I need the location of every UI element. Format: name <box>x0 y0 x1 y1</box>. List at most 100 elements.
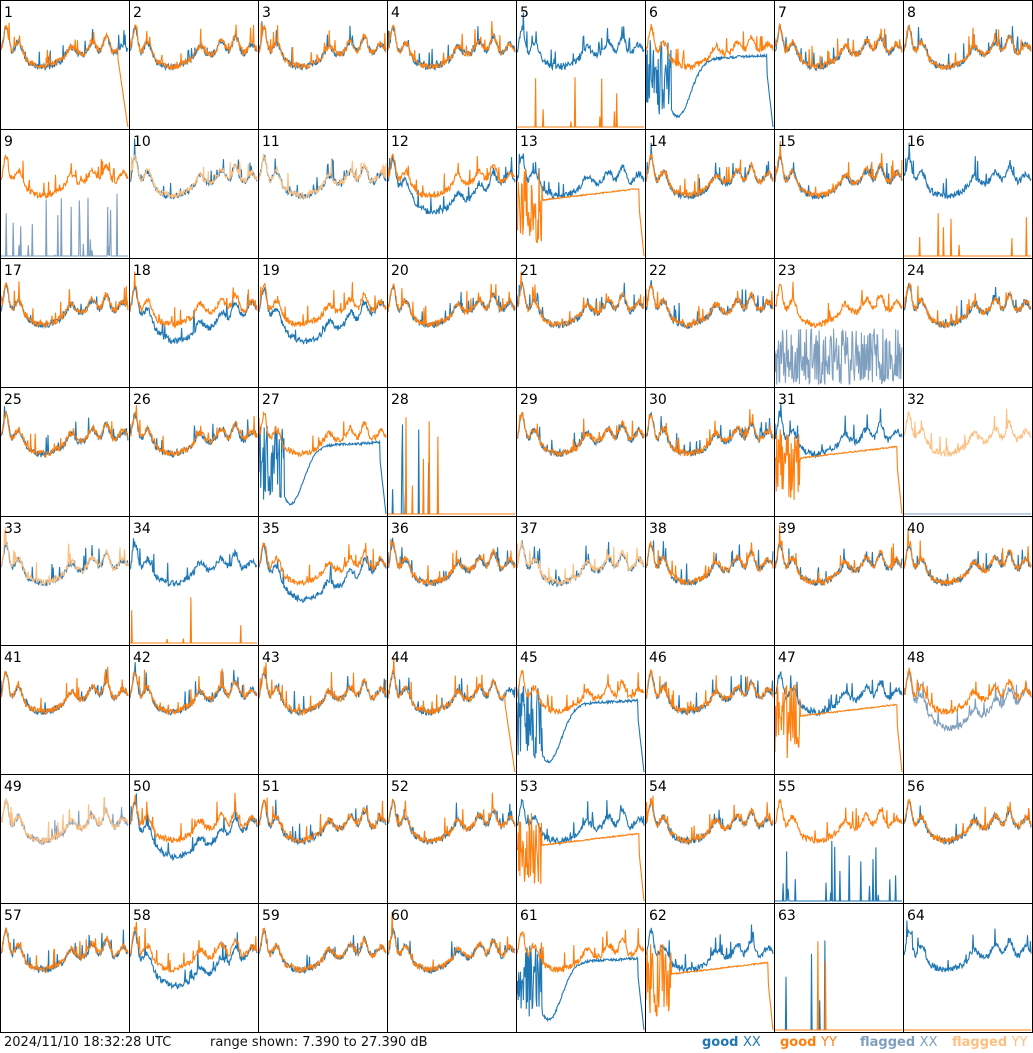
panel-41: 41 <box>0 645 130 775</box>
series-yy-6 <box>645 23 774 72</box>
panel-24: 24 <box>903 258 1033 388</box>
panel-45: 45 <box>516 645 646 775</box>
legend-item: good YY <box>780 1035 837 1050</box>
panel-label: 20 <box>391 263 409 279</box>
panel-51: 51 <box>258 774 388 904</box>
series-yy-34 <box>130 597 257 644</box>
series-yy-22 <box>645 285 774 330</box>
series-yy-52 <box>387 792 516 845</box>
panel-23: 23 <box>774 258 904 388</box>
series-yy-31 <box>774 429 903 515</box>
series-xx-17 <box>0 284 129 329</box>
panel-label: 14 <box>649 134 667 150</box>
series-yy-37 <box>516 540 645 587</box>
panel-label: 64 <box>907 908 925 924</box>
series-xx-39 <box>774 541 903 587</box>
series-yy-54 <box>645 795 774 845</box>
panel-label: 61 <box>520 908 538 924</box>
series-xx-57 <box>0 927 129 974</box>
series-yy-11 <box>258 153 387 200</box>
series-yy-42 <box>129 668 258 716</box>
series-yy-41 <box>0 666 129 716</box>
panel-61: 61 <box>516 903 646 1033</box>
panel-47: 47 <box>774 645 904 775</box>
panel-17: 17 <box>0 258 130 388</box>
panel-55: 55 <box>774 774 904 904</box>
panel-53: 53 <box>516 774 646 904</box>
series-yy-58 <box>129 921 257 974</box>
series-yy-32 <box>903 408 1032 458</box>
series-xx-63 <box>775 940 902 1031</box>
series-xx-7 <box>774 25 903 72</box>
series-yy-14 <box>645 153 774 198</box>
series-xx-13 <box>516 153 645 199</box>
series-yy-18 <box>129 271 258 329</box>
panel-label: 32 <box>907 392 925 408</box>
series-yy-9 <box>0 153 129 200</box>
series-xx-27 <box>258 425 387 515</box>
series-xx-36 <box>387 537 516 588</box>
series-yy-39 <box>774 525 903 587</box>
series-xx-40 <box>903 545 1032 587</box>
series-yy-13 <box>516 168 645 257</box>
panel-37: 37 <box>516 516 646 646</box>
series-xx-34 <box>129 538 258 588</box>
series-yy-3 <box>258 22 387 70</box>
panel-label: 35 <box>262 521 280 537</box>
series-xx-46 <box>645 670 774 716</box>
legend-pol: YY <box>821 1035 837 1050</box>
panel-3: 3 <box>258 0 388 130</box>
panel-34: 34 <box>129 516 259 646</box>
panel-label: 29 <box>520 392 538 408</box>
legend-item: flagged XX <box>860 1035 938 1050</box>
series-yy-2 <box>129 24 258 70</box>
series-xx-2 <box>129 24 258 72</box>
panel-frame <box>258 0 388 130</box>
panel-label: 43 <box>262 650 280 666</box>
panel-4: 4 <box>387 0 517 130</box>
series-xx-44 <box>387 670 516 716</box>
panel-43: 43 <box>258 645 388 775</box>
series-xx-9 <box>1 193 128 257</box>
legend-item: good XX <box>702 1035 761 1050</box>
panel-label: 26 <box>133 392 151 408</box>
panel-frame <box>774 0 904 130</box>
timestamp: 2024/11/10 18:32:28 UTC <box>4 1035 172 1050</box>
panel-label: 22 <box>649 263 667 279</box>
panel-2: 2 <box>129 0 259 130</box>
series-xx-19 <box>258 287 387 345</box>
legend-item: flagged YY <box>952 1035 1028 1050</box>
panel-12: 12 <box>387 129 517 259</box>
panel-label: 45 <box>520 650 538 666</box>
panel-label: 24 <box>907 263 925 279</box>
panel-46: 46 <box>645 645 775 775</box>
footer: 2024/11/10 18:32:28 UTC range shown: 7.3… <box>0 1033 1033 1053</box>
panel-label: 10 <box>133 134 151 150</box>
series-xx-6 <box>645 40 774 128</box>
panel-label: 42 <box>133 650 151 666</box>
panel-label: 34 <box>133 521 151 537</box>
series-xx-4 <box>387 25 516 71</box>
series-yy-5 <box>517 77 644 128</box>
panel-label: 7 <box>778 5 787 21</box>
panel-label: 58 <box>133 908 151 924</box>
panel-59: 59 <box>258 903 388 1033</box>
panel-label: 33 <box>4 521 22 537</box>
series-yy-59 <box>258 927 387 973</box>
panel-label: 2 <box>133 5 142 21</box>
series-xx-59 <box>258 927 387 975</box>
panel-label: 23 <box>778 263 796 279</box>
panel-25: 25 <box>0 387 130 517</box>
series-xx-11 <box>258 154 387 200</box>
panel-label: 37 <box>520 521 538 537</box>
series-xx-31 <box>774 402 903 459</box>
series-yy-36 <box>387 538 516 587</box>
series-xx-51 <box>258 799 387 846</box>
series-yy-38 <box>645 541 774 586</box>
series-yy-51 <box>258 797 387 844</box>
panel-label: 56 <box>907 779 925 795</box>
panel-label: 46 <box>649 650 667 666</box>
legend-pol: YY <box>1011 1035 1028 1050</box>
panel-22: 22 <box>645 258 775 388</box>
series-yy-45 <box>516 670 645 716</box>
